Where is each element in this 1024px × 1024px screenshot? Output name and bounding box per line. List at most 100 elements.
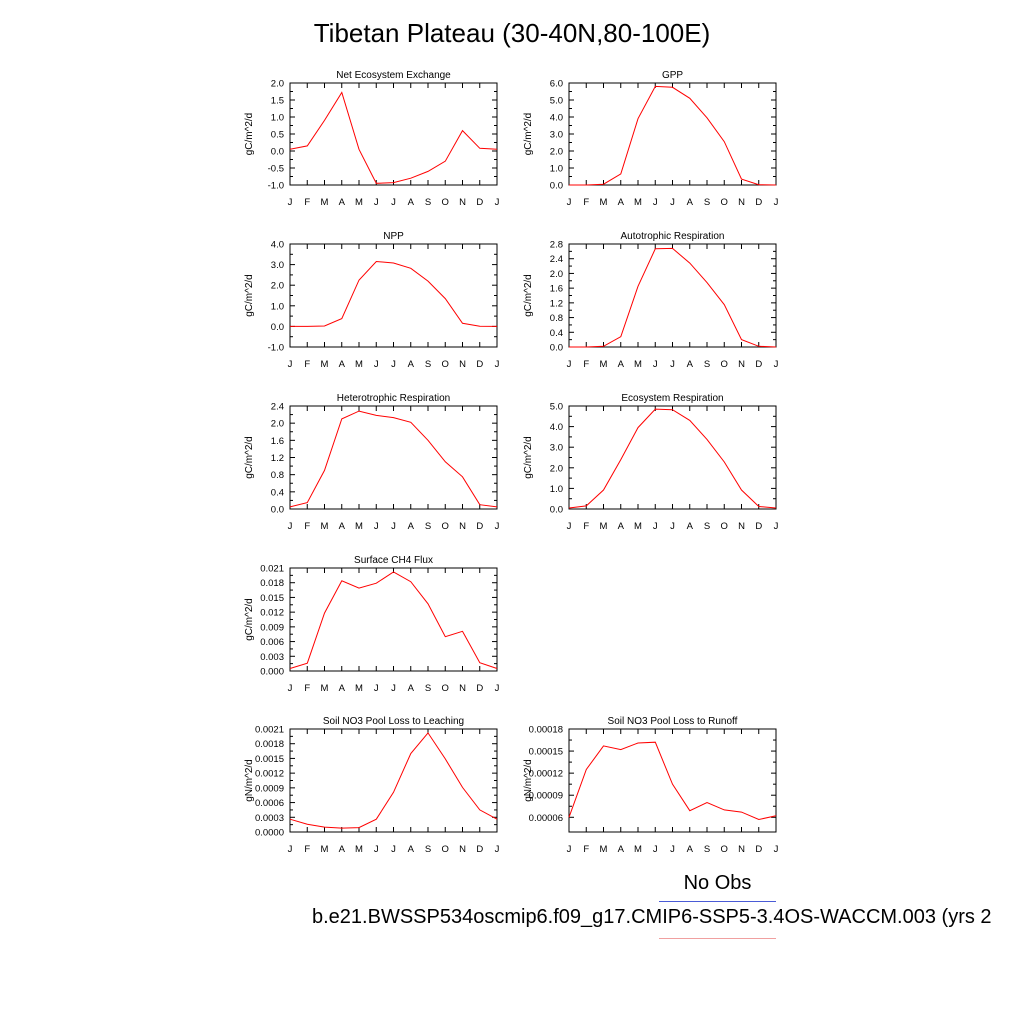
gpp-ytick-label: 1.0 bbox=[550, 164, 563, 175]
npp-xtick-label: O bbox=[442, 359, 449, 370]
heterotrophic-respiration-xtick-label: D bbox=[476, 521, 483, 532]
autotrophic-respiration-xtick-label: F bbox=[583, 359, 589, 370]
soil-no3-pool-loss-to-leaching-panel: Soil NO3 Pool Loss to LeachinggN/m^2/d0.… bbox=[244, 716, 500, 855]
heterotrophic-respiration-panel: Heterotrophic Respiration gC/m^2/d 0.0 0.4 0… bbox=[244, 393, 500, 532]
surface-ch4-flux-xtick-label: J bbox=[391, 683, 396, 694]
autotrophic-respiration-xtick-label: A bbox=[687, 359, 694, 370]
gpp-series-line bbox=[569, 85, 777, 186]
npp-ylabel: gC/m^2/d bbox=[244, 274, 255, 317]
soil-no3-pool-loss-to-leaching-xtick-label: S bbox=[425, 844, 431, 855]
autotrophic-respiration-xtick-label: S bbox=[704, 359, 710, 370]
surface-ch4-flux-xtick-label: M bbox=[355, 683, 363, 694]
npp-ytick-label: 4.0 bbox=[271, 240, 284, 251]
figure-title: Tibetan Plateau (30-40N,80-100E) bbox=[313, 18, 711, 48]
ecosystem-respiration-xtick-label: J bbox=[567, 521, 572, 532]
soil-no3-pool-loss-to-runoff-xtick-label: M bbox=[600, 844, 608, 855]
soil-no3-pool-loss-to-runoff-title: Soil NO3 Pool Loss to Runoff bbox=[608, 716, 738, 727]
npp-ytick-label: 0.0 bbox=[271, 322, 284, 333]
autotrophic-respiration-xtick-label: J bbox=[653, 359, 658, 370]
net-ecosystem-exchange-series-line bbox=[289, 91, 498, 184]
soil-no3-pool-loss-to-leaching-ytick-label: 0.0000 bbox=[255, 828, 284, 839]
net-ecosystem-exchange-xtick-label: J bbox=[391, 197, 396, 208]
gpp-xtick-label: S bbox=[704, 197, 710, 208]
net-ecosystem-exchange-xtick-label: M bbox=[321, 197, 329, 208]
gpp-xtick-label: J bbox=[670, 197, 675, 208]
heterotrophic-respiration-xtick-label: J bbox=[374, 521, 379, 532]
soil-no3-pool-loss-to-leaching-ytick-label: 0.0009 bbox=[255, 783, 284, 794]
gpp-ylabel: gC/m^2/d bbox=[523, 113, 534, 156]
autotrophic-respiration-ytick-label: 1.6 bbox=[550, 284, 563, 295]
legend-model-line bbox=[659, 938, 776, 939]
ecosystem-respiration-xtick-label: J bbox=[653, 521, 658, 532]
net-ecosystem-exchange-title: Net Ecosystem Exchange bbox=[336, 70, 451, 81]
heterotrophic-respiration-series-line bbox=[289, 410, 498, 508]
ecosystem-respiration-ytick-label: 5.0 bbox=[550, 402, 563, 413]
soil-no3-pool-loss-to-runoff-series-line bbox=[568, 741, 777, 821]
autotrophic-respiration-ytick-label: 2.8 bbox=[550, 240, 563, 251]
npp-xtick-label: A bbox=[339, 359, 346, 370]
net-ecosystem-exchange-xtick-label: D bbox=[476, 197, 483, 208]
surface-ch4-flux-xtick-label: F bbox=[304, 683, 310, 694]
surface-ch4-flux-xtick-label: N bbox=[459, 683, 466, 694]
soil-no3-pool-loss-to-runoff-xtick-label: J bbox=[653, 844, 658, 855]
heterotrophic-respiration-frame bbox=[289, 405, 498, 510]
npp-ytick-label: 1.0 bbox=[271, 301, 284, 312]
gpp-xtick-label: A bbox=[687, 197, 694, 208]
ecosystem-respiration-panel: Ecosystem Respiration gC/m^2/d 0.0 1.0 2.0 3.… bbox=[523, 393, 779, 532]
net-ecosystem-exchange-xtick-label: A bbox=[339, 197, 346, 208]
soil-no3-pool-loss-to-runoff-ylabel: gN/m^2/d bbox=[523, 759, 534, 802]
autotrophic-respiration-series-line bbox=[569, 247, 777, 348]
ecosystem-respiration-xtick-label: M bbox=[600, 521, 608, 532]
autotrophic-respiration-panel: Autotrophic Respiration gC/m^2/d 0.0 0.4 0.8… bbox=[523, 231, 779, 370]
heterotrophic-respiration-xtick-label: A bbox=[408, 521, 415, 532]
soil-no3-pool-loss-to-leaching-xtick-label: F bbox=[304, 844, 310, 855]
soil-no3-pool-loss-to-leaching-ytick-label: 0.0015 bbox=[255, 754, 284, 765]
npp-ytick-label: 3.0 bbox=[271, 260, 284, 271]
surface-ch4-flux-ytick-label: 0.006 bbox=[260, 637, 284, 648]
npp-xtick-label: J bbox=[391, 359, 396, 370]
case-caption: b.e21.BWSSP534oscmip6.f09_g17.CMIP6-SSP5… bbox=[312, 906, 992, 928]
soil-no3-pool-loss-to-runoff-xtick-label: J bbox=[774, 844, 779, 855]
autotrophic-respiration-xtick-label: M bbox=[600, 359, 608, 370]
net-ecosystem-exchange-panel: Net Ecosystem Exchange gC/m^2/d -1.0 -0.5 0.… bbox=[244, 70, 500, 208]
soil-no3-pool-loss-to-runoff-xtick-label: J bbox=[670, 844, 675, 855]
ecosystem-respiration-xtick-label: O bbox=[721, 521, 728, 532]
surface-ch4-flux-frame bbox=[289, 567, 498, 672]
heterotrophic-respiration-ytick-label: 0.4 bbox=[271, 487, 284, 498]
heterotrophic-respiration-xtick-label: J bbox=[391, 521, 396, 532]
gpp-ytick-label: 4.0 bbox=[550, 113, 563, 124]
soil-no3-pool-loss-to-runoff-xtick-label: A bbox=[687, 844, 694, 855]
npp-series-line bbox=[290, 260, 498, 327]
net-ecosystem-exchange-xtick-label: S bbox=[425, 197, 431, 208]
soil-no3-pool-loss-to-runoff-panel: Soil NO3 Pool Loss to RunoffgN/m^2/d0.00… bbox=[523, 716, 779, 855]
soil-no3-pool-loss-to-runoff-ytick-label: 0.00018 bbox=[529, 725, 563, 736]
soil-no3-pool-loss-to-leaching-xtick-label: J bbox=[374, 844, 379, 855]
heterotrophic-respiration-xtick-label: O bbox=[442, 521, 449, 532]
autotrophic-respiration-xtick-label: N bbox=[738, 359, 745, 370]
heterotrophic-respiration-xtick-label: N bbox=[459, 521, 466, 532]
soil-no3-pool-loss-to-leaching-xtick-label: A bbox=[408, 844, 415, 855]
npp-xtick-label: F bbox=[304, 359, 310, 370]
gpp-xtick-label: J bbox=[567, 197, 572, 208]
autotrophic-respiration-xtick-label: J bbox=[567, 359, 572, 370]
soil-no3-pool-loss-to-leaching-xtick-label: J bbox=[288, 844, 293, 855]
ecosystem-respiration-series-line bbox=[568, 408, 777, 509]
heterotrophic-respiration-ytick-label: 2.0 bbox=[271, 419, 284, 430]
soil-no3-pool-loss-to-leaching-ytick-label: 0.0021 bbox=[255, 725, 284, 736]
surface-ch4-flux-series-line bbox=[289, 571, 498, 669]
autotrophic-respiration-xtick-label: A bbox=[618, 359, 625, 370]
gpp-ytick-label: 6.0 bbox=[550, 79, 563, 90]
heterotrophic-respiration-xtick-label: J bbox=[288, 521, 293, 532]
net-ecosystem-exchange-ytick-label: 0.0 bbox=[271, 147, 284, 158]
surface-ch4-flux-ylabel: gC/m^2/d bbox=[244, 598, 255, 641]
autotrophic-respiration-ytick-label: 0.0 bbox=[550, 343, 563, 354]
npp-xtick-label: N bbox=[459, 359, 466, 370]
soil-no3-pool-loss-to-runoff-ytick-label: 0.00009 bbox=[529, 791, 563, 802]
surface-ch4-flux-ytick-label: 0.015 bbox=[260, 593, 284, 604]
soil-no3-pool-loss-to-runoff-xtick-label: O bbox=[721, 844, 728, 855]
net-ecosystem-exchange-xtick-label: F bbox=[304, 197, 310, 208]
gpp-xtick-label: M bbox=[600, 197, 608, 208]
soil-no3-pool-loss-to-leaching-xtick-label: M bbox=[321, 844, 329, 855]
heterotrophic-respiration-xtick-label: F bbox=[304, 521, 310, 532]
